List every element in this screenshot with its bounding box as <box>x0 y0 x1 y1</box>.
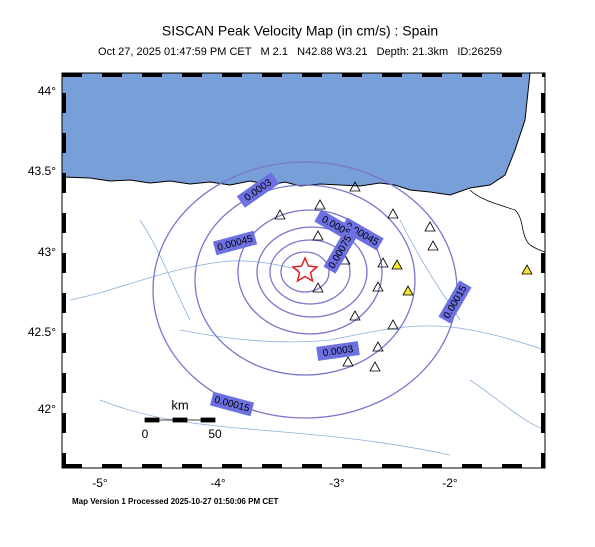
lat-label: 42.5° <box>28 325 56 339</box>
station <box>312 282 324 293</box>
contour-label-box <box>236 172 280 208</box>
rivers <box>69 219 546 456</box>
frame-tick <box>62 133 66 153</box>
frame-tick <box>502 464 522 468</box>
epicenter <box>291 256 319 283</box>
station <box>349 310 361 321</box>
sea <box>61 72 531 196</box>
map-frame <box>61 72 546 469</box>
frame-tick <box>302 464 322 468</box>
scale-end: 50 <box>208 427 222 441</box>
lat-label: 43.5° <box>28 164 56 178</box>
lon-label: -4° <box>210 476 226 490</box>
lon-label: -2° <box>442 476 458 490</box>
scale-unit: km <box>171 397 188 412</box>
frame-tick <box>62 464 82 468</box>
subtitle: Oct 27, 2025 01:47:59 PM CET M 2.1 N42.8… <box>98 46 502 58</box>
borders <box>469 189 546 253</box>
station <box>342 356 354 367</box>
contour-label-text: 0.0003 <box>322 344 354 359</box>
frame-tick <box>302 73 322 77</box>
station <box>369 361 381 372</box>
frame-tick <box>541 93 545 113</box>
lat-label: 43° <box>38 245 56 259</box>
contour-label: 0.0003 <box>316 341 360 361</box>
lon-label: -5° <box>92 476 108 490</box>
station <box>387 319 399 330</box>
station <box>427 240 439 251</box>
lon-label: -3° <box>329 476 345 490</box>
frame-tick <box>222 464 242 468</box>
frame-tick <box>422 73 442 77</box>
frame-tick <box>102 73 122 77</box>
station <box>274 209 286 220</box>
frame-tick <box>62 333 66 353</box>
frame-tick <box>62 173 66 193</box>
station <box>314 199 326 210</box>
frame-tick <box>382 73 402 77</box>
station <box>377 257 389 268</box>
frame-tick <box>541 293 545 313</box>
frame-tick <box>541 253 545 273</box>
frame-tick <box>262 464 282 468</box>
frame-tick <box>541 453 545 468</box>
lat-label: 42° <box>38 402 56 416</box>
frame-tick <box>541 213 545 233</box>
frame-tick <box>502 73 522 77</box>
contour-label-box <box>438 280 472 324</box>
frame-tick <box>62 453 66 468</box>
contour-label-box <box>316 341 360 361</box>
footer: Map Version 1 Processed 2025-10-27 01:50… <box>72 497 278 506</box>
frame-tick <box>182 73 202 77</box>
frame-tick <box>342 464 362 468</box>
frame-tick <box>422 464 442 468</box>
frame-tick <box>542 73 545 77</box>
frame-tick <box>541 333 545 353</box>
frame-tick <box>62 373 66 393</box>
scale-start: 0 <box>142 427 149 441</box>
frame-tick <box>462 73 482 77</box>
frame-tick <box>462 464 482 468</box>
frame-tick <box>62 413 66 433</box>
station-felt <box>521 264 533 275</box>
station <box>372 341 384 352</box>
frame-tick <box>541 173 545 193</box>
frame-tick <box>142 464 162 468</box>
station <box>312 230 324 241</box>
frame-tick <box>142 73 162 77</box>
contour-label-box <box>340 217 384 251</box>
title: SISCAN Peak Velocity Map (in cm/s) : Spa… <box>162 23 438 39</box>
frame-tick <box>342 73 362 77</box>
frame-tick <box>62 253 66 273</box>
frame-tick <box>182 464 202 468</box>
frame-tick <box>382 464 402 468</box>
frame-tick <box>102 464 122 468</box>
frame-tick <box>62 293 66 313</box>
frame-tick <box>541 133 545 153</box>
contour-label-box <box>323 230 357 274</box>
station-felt <box>402 285 414 296</box>
station-felt <box>391 259 403 270</box>
contour-label-box <box>212 230 258 256</box>
frame-tick <box>541 413 545 433</box>
frame-tick <box>62 213 66 233</box>
frame-tick <box>62 73 82 77</box>
lat-label: 44° <box>38 84 56 98</box>
frame-tick <box>541 373 545 393</box>
station <box>424 221 436 232</box>
station <box>372 281 384 292</box>
scale-bar <box>144 417 216 423</box>
frame-tick <box>62 93 66 113</box>
station <box>349 181 361 192</box>
station <box>387 208 399 219</box>
contour-label-box <box>209 391 255 417</box>
frame-tick <box>262 73 282 77</box>
frame-tick <box>222 73 242 77</box>
contours <box>152 161 458 419</box>
